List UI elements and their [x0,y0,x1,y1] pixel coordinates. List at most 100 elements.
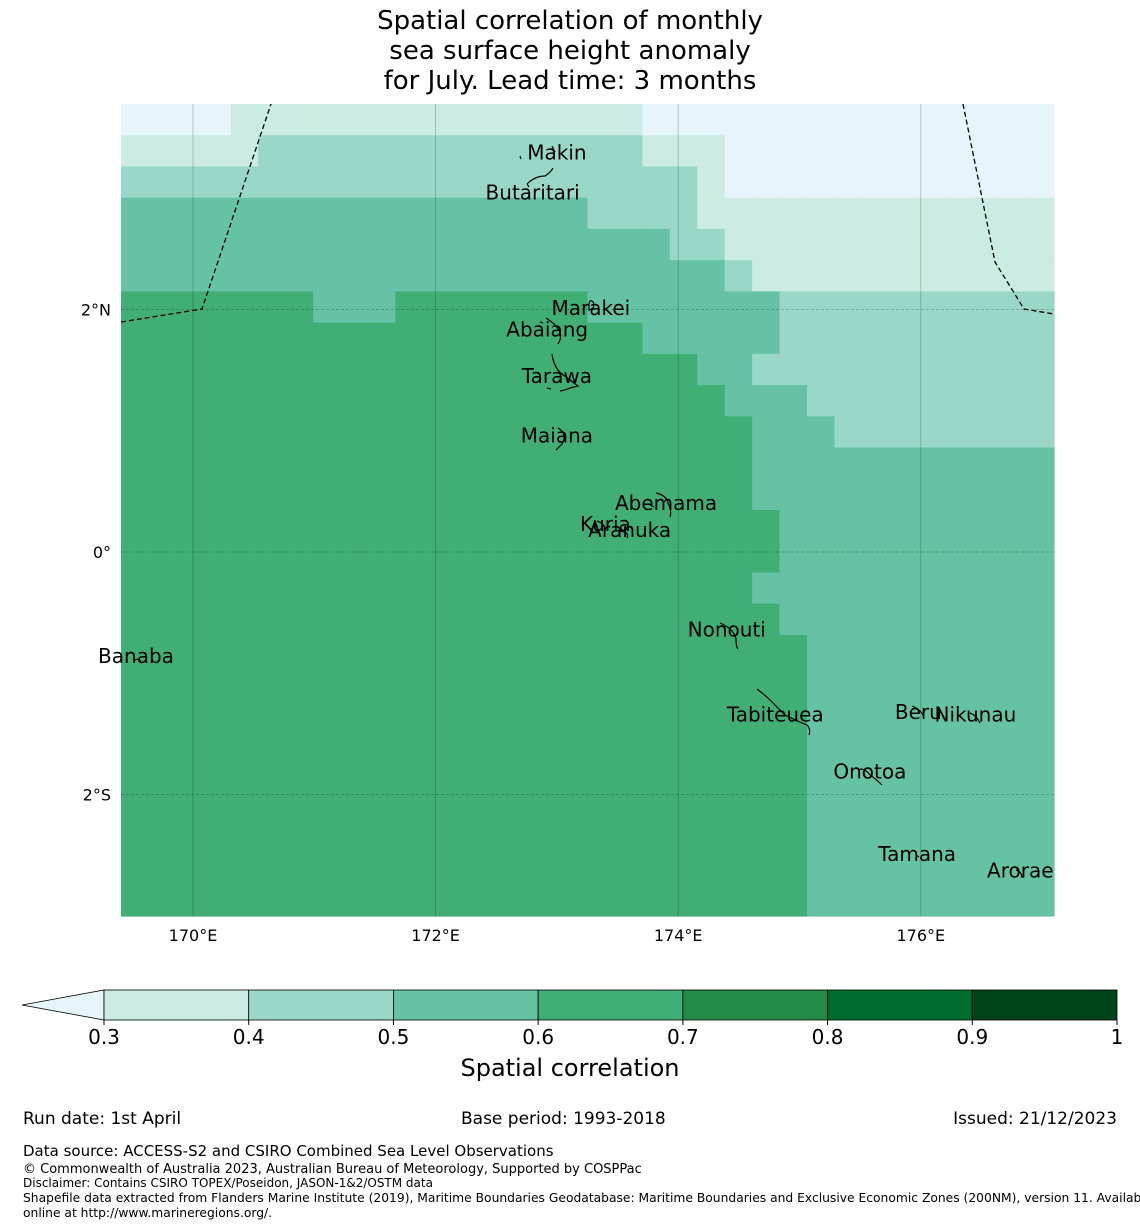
grid-cell [340,791,369,823]
colorbar-segment [393,989,539,1021]
grid-cell [477,666,506,698]
grid-cell [395,447,424,480]
grid-cell [724,853,753,886]
grid-cell [203,822,232,855]
grid-cell [258,385,287,417]
grid-cell [724,104,753,136]
grid-cell [669,603,698,636]
grid-cell [395,666,424,698]
grid-cell [697,166,726,199]
grid-cell [916,884,945,917]
grid-cell [889,291,918,324]
grid-cell [450,822,479,855]
grid-cell [450,728,479,761]
grid-cell [395,260,424,292]
grid-cell [999,353,1028,386]
grid-cell [587,634,616,667]
grid-cell [230,197,259,230]
grid-cell [834,666,863,698]
grid-cell [752,478,781,511]
grid-cell [121,603,150,636]
grid-cell [230,416,259,449]
grid-cell [395,291,424,324]
grid-cell [148,697,177,730]
grid-cell [614,166,643,199]
grid-cell [532,197,561,230]
grid-cell [614,697,643,730]
lon-tick-label: 170°E [169,926,218,945]
grid-cell [285,728,314,761]
grid-cell [724,697,753,730]
grid-cell [971,104,1000,136]
grid-cell [1026,260,1055,292]
grid-cell [944,884,973,917]
grid-cell [422,197,451,230]
grid-cell [889,603,918,636]
grid-cell [148,228,177,261]
grid-cell [642,666,671,698]
grid-cell [422,759,451,792]
lat-tick-label: 2°N [81,300,111,319]
grid-cell [642,228,671,261]
grid-cell [175,447,204,480]
grid-cell [560,135,589,168]
grid-cell [230,822,259,855]
grid-cell [614,791,643,823]
colorbar-tick-label: 0.6 [522,1025,554,1049]
grid-cell [450,697,479,730]
grid-cell [367,260,397,292]
grid-cell [834,353,863,386]
grid-cell [1026,197,1055,230]
island-label-nonouti: Nonouti [688,617,766,641]
grid-cell [477,322,506,355]
grid-cell [175,322,204,355]
grid-cell [697,291,726,324]
grid-cell [313,385,342,417]
grid-cell [834,510,863,542]
grid-cell [779,634,808,667]
grid-cell [532,385,561,417]
grid-cell [807,759,836,792]
grid-cell [614,416,643,449]
grid-cell [258,510,287,542]
grid-cell [422,447,451,480]
grid-cell [669,447,698,480]
grid-cell [916,135,945,168]
grid-cell [367,510,397,542]
grid-cell [1026,322,1055,355]
grid-cell [203,353,232,386]
grid-cell [340,135,369,168]
grid-cell [175,666,204,698]
grid-cell [697,541,726,574]
grid-cell [532,104,561,136]
colorbar-label: Spatial correlation [460,1054,680,1082]
grid-cell [285,135,314,168]
grid-cell [999,104,1028,136]
shapefile-credit-line-2: online at http://www.marineregions.org/. [23,1206,273,1220]
grid-cell [861,104,890,136]
grid-cell [148,884,177,917]
grid-cell [697,510,726,542]
grid-cell [999,322,1028,355]
grid-cell [889,791,918,823]
grid-cell [642,447,671,480]
grid-cell [285,197,314,230]
grid-cell [1026,697,1055,730]
grid-cell [367,728,397,761]
grid-cell [258,291,287,324]
grid-cell [121,728,150,761]
grid-cell [944,322,973,355]
grid-cell [285,666,314,698]
grid-cell [642,759,671,792]
colorbar-tick-label: 0.9 [956,1025,988,1049]
grid-cell [999,791,1028,823]
grid-cell [313,322,342,355]
grid-cell [340,822,369,855]
banaba-outline [134,658,142,663]
grid-cell [477,385,506,417]
grid-cell [175,853,204,886]
grid-cell [889,666,918,698]
grid-cell [807,728,836,761]
grid-cell [889,135,918,168]
axis-ticks: 170°E 172°E 174°E 176°E 2°N 0° 2°S [81,300,945,945]
